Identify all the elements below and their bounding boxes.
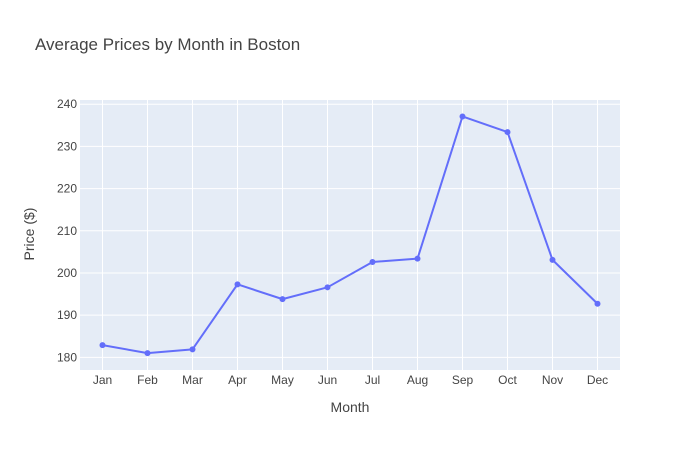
x-tick-label: Mar [182,373,203,387]
y-tick-label: 210 [57,224,77,238]
data-point[interactable] [279,296,286,303]
y-tick-label: 220 [57,182,77,196]
x-tick-label: Dec [587,373,608,387]
series-layer [99,113,601,357]
data-point[interactable] [369,259,376,265]
y-tick-label: 200 [57,266,77,280]
x-tick-label: Jun [318,373,337,387]
x-tick-label: Jul [365,373,380,387]
data-point[interactable] [324,284,331,291]
plot-area [80,100,620,370]
x-tick-label: Jan [93,373,112,387]
y-axis-ticks: 180 190 200 210 220 230 240 [57,97,77,364]
y-tick-label: 230 [57,139,77,153]
x-axis-ticks: Jan Feb Mar Apr May Jun Jul Aug Sep Oct Nov Dec [93,373,608,387]
data-point[interactable] [504,129,511,136]
x-tick-label: Feb [137,373,158,387]
x-gridlines [102,100,598,370]
data-point[interactable] [549,256,556,263]
data-point[interactable] [459,113,466,120]
chart-title: Average Prices by Month in Boston [35,35,300,54]
x-axis-title: Month [331,399,370,415]
y-axis-title: Price ($) [21,208,37,261]
y-gridlines [80,103,620,358]
x-tick-label: May [271,373,294,387]
data-point[interactable] [189,346,196,353]
data-point[interactable] [234,281,241,288]
data-point[interactable] [99,342,106,349]
x-tick-label: Oct [498,373,517,387]
data-point[interactable] [144,350,151,357]
data-point[interactable] [594,300,601,307]
y-tick-label: 240 [57,97,77,111]
x-tick-label: Nov [542,373,563,387]
y-tick-label: 180 [57,350,77,364]
y-tick-label: 190 [57,308,77,322]
x-tick-label: Sep [452,373,474,387]
data-point[interactable] [414,255,421,262]
x-tick-label: Apr [228,373,247,387]
x-tick-label: Aug [407,373,428,387]
series-line [102,115,599,355]
